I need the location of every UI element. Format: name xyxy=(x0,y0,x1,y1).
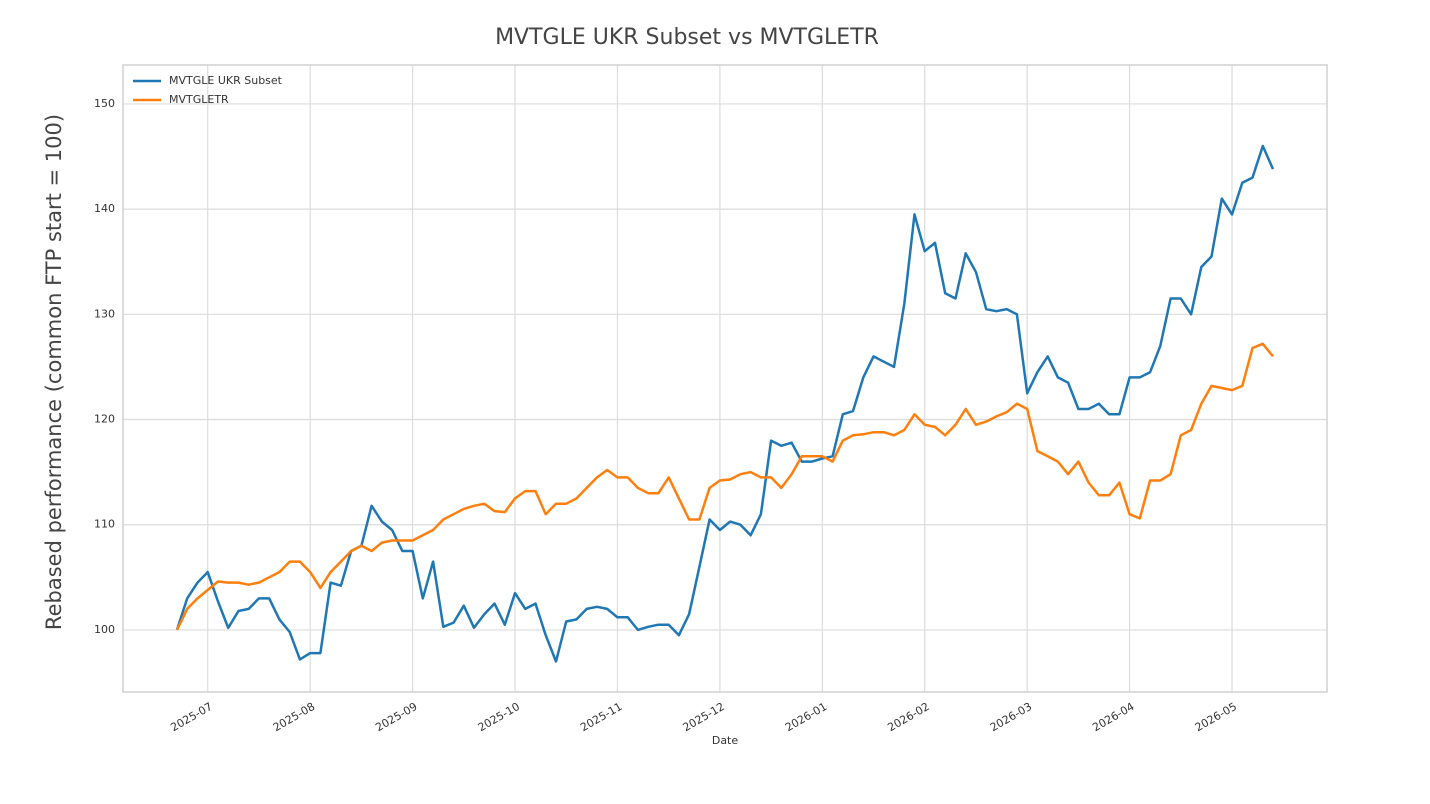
x-tick-label: 2026-02 xyxy=(885,700,931,734)
axes-frame xyxy=(122,64,1328,693)
legend-label: MVTGLE UKR Subset xyxy=(169,74,283,87)
series-line xyxy=(175,144,1275,663)
x-tick-label: 2025-08 xyxy=(271,700,317,734)
y-tick-label: 130 xyxy=(94,307,115,320)
x-tick-label: 2025-12 xyxy=(681,700,727,734)
series-line xyxy=(175,342,1274,631)
y-tick-label: 120 xyxy=(94,413,115,426)
y-tick-label: 140 xyxy=(94,202,115,215)
x-tick-label: 2026-05 xyxy=(1193,700,1239,734)
y-tick-label: 150 xyxy=(94,97,115,110)
x-tick-label: 2026-03 xyxy=(988,700,1034,734)
y-tick-label: 100 xyxy=(94,623,115,636)
legend-label: MVTGLETR xyxy=(169,93,229,106)
chart-title: MVTGLE UKR Subset vs MVTGLETR xyxy=(495,25,879,50)
x-tick-label: 2025-09 xyxy=(373,700,419,734)
y-tick-label: 110 xyxy=(94,518,115,531)
x-tick-label: 2026-01 xyxy=(783,700,829,734)
x-tick-label: 2025-11 xyxy=(578,700,624,734)
x-axis-label: Date xyxy=(712,734,739,747)
y-axis-label: Rebased performance (common FTP start = … xyxy=(42,114,66,630)
x-tick-label: 2025-07 xyxy=(168,700,214,734)
x-tick-label: 2025-10 xyxy=(476,700,522,734)
x-tick-label: 2026-04 xyxy=(1090,700,1136,734)
